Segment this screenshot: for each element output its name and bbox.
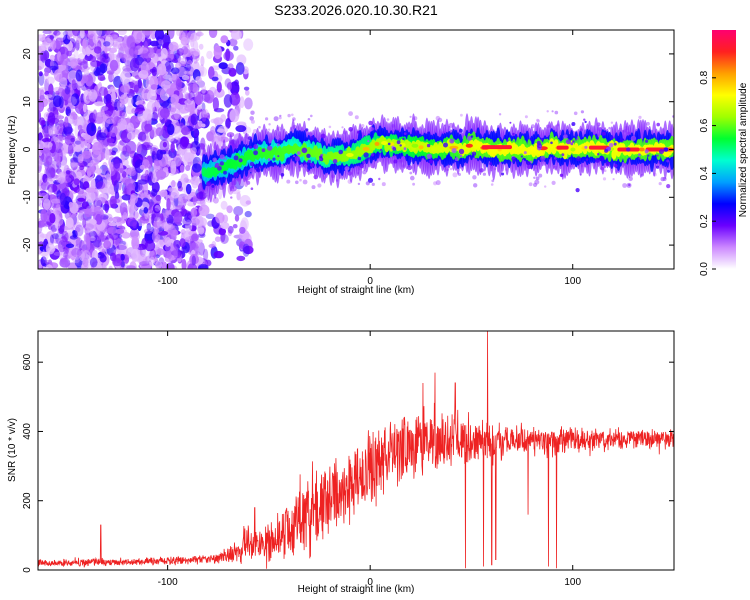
spectrogram-x-tick-label: -100 [158, 276, 178, 287]
spectrogram-y-tick-label: 10 [22, 96, 33, 108]
snr-x-tick-label: -100 [158, 577, 178, 588]
spectrogram-x-tick-label: 100 [564, 276, 581, 287]
snr-y-ticks: 0 200 400 600 [22, 353, 674, 573]
spectrogram-x-ticks: -100 0 100 [158, 30, 582, 287]
snr-frame [37, 330, 675, 571]
spectrogram-y-tick-label: 0 [22, 146, 33, 152]
spectrogram-x-tick-label: 0 [367, 276, 373, 287]
snr-y-tick-label: 0 [22, 567, 33, 573]
snr-y-tick-label: 600 [22, 353, 33, 370]
snr-x-ticks: -100 0 100 [158, 331, 582, 588]
colorbar-tick-label: 0.2 [699, 214, 710, 228]
colorbar-tick-label: 0.0 [699, 262, 710, 276]
spectrogram-xlabel: Height of straight line (km) [298, 285, 415, 296]
spectrogram-ylabel: Frequency (Hz) [7, 116, 18, 185]
colorbar-scale [712, 30, 736, 269]
spectrogram-y-tick-label: -20 [22, 237, 33, 252]
spectrogram-y-ticks: -20 -10 0 10 20 [22, 48, 674, 252]
snr-y-tick-label: 200 [22, 492, 33, 509]
snr-panel: -100 0 100 0 200 400 600 Height of straight l… [7, 330, 675, 595]
colorbar-ticks: 0.0 0.2 0.4 0.6 0.8 [699, 70, 716, 276]
colorbar-tick-label: 0.6 [699, 118, 710, 132]
snr-x-tick-label: 0 [367, 577, 373, 588]
chart-title: S233.2026.020.10.30.R21 [274, 2, 438, 18]
snr-x-tick-label: 100 [564, 577, 581, 588]
spectrogram-y-tick-label: -10 [22, 190, 33, 205]
colorbar-label: Normalized spectral amplitude [738, 82, 749, 217]
snr-y-tick-label: 400 [22, 423, 33, 440]
snr-xlabel: Height of straight line (km) [298, 584, 415, 595]
colorbar-tick-label: 0.4 [699, 166, 710, 180]
spectrogram-ridge [201, 113, 674, 203]
snr-series-line [38, 331, 674, 569]
spectrogram-y-tick-label: 20 [22, 48, 33, 60]
colorbar-tick-label: 0.8 [699, 70, 710, 84]
snr-ylabel: SNR (10 * v/v) [7, 418, 18, 482]
colorbar: 0.0 0.2 0.4 0.6 0.8 Normalized spectral ampl… [699, 30, 749, 276]
